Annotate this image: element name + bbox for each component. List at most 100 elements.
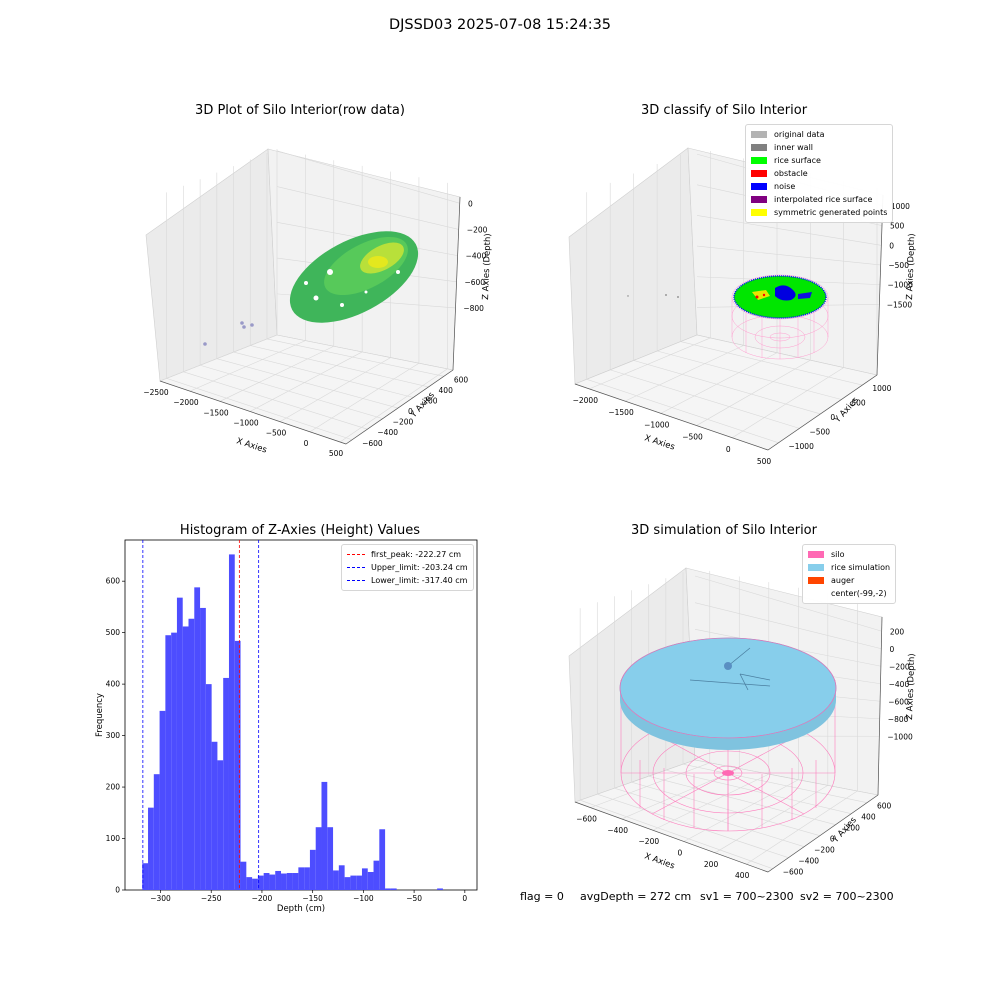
legend-item: interpolated rice surface	[751, 193, 887, 206]
panel1-grid-x	[309, 362, 420, 433]
panel2-z-tick-label: 500	[890, 222, 905, 231]
legend-label: noise	[774, 182, 796, 191]
panel2-obstacle-point	[755, 295, 759, 299]
panel1-x-tick-label: −1500	[203, 408, 229, 417]
panel3-axes: −300 −250 −200 −150 −100 −50 0 0 100 200 300 400 50…	[95, 539, 478, 914]
histogram-y-tick-label: 300	[106, 731, 121, 740]
panel2-silo-wireframe	[731, 274, 829, 360]
panel4-silo-center	[722, 770, 734, 776]
legend-swatch	[751, 209, 767, 216]
panel2-noise-blob-2	[798, 292, 812, 299]
panel1-grid-y	[166, 378, 353, 441]
panel1-z-tick-label: −400	[466, 252, 487, 261]
panel2-title: 3D classify of Silo Interior	[640, 103, 808, 118]
panel1-z-tick-label: 0	[468, 199, 473, 208]
panel4-x-tick-label: 400	[735, 871, 750, 880]
panel4-grid-x	[746, 790, 858, 865]
histogram-bar	[223, 677, 229, 890]
histogram-bar	[217, 760, 224, 890]
histogram-bar	[194, 587, 201, 890]
panel2-x-tick-label: 500	[757, 457, 772, 466]
panel1-surface-gaps	[304, 269, 400, 307]
panel1-grid-z	[276, 186, 459, 230]
panel4-x-tick-label: −600	[576, 815, 597, 824]
panel2-z-tick-label: 1000	[891, 202, 910, 211]
panel2-z-tick-label: −1500	[887, 300, 913, 309]
histogram-bar	[327, 827, 334, 890]
histogram-bar	[315, 827, 322, 890]
footer-sv1: sv1 = 700~2300	[700, 890, 794, 903]
panel2-grid-y	[680, 341, 863, 386]
panel1-x-label: X Axies	[235, 436, 268, 455]
histogram-bar	[182, 626, 189, 890]
histogram-x-label: Depth (cm)	[277, 904, 325, 914]
panel2-grid-x	[624, 345, 744, 402]
panel4-x-tick-label: 0	[678, 849, 683, 858]
legend-label: original data	[774, 130, 825, 139]
histogram-bar	[344, 877, 351, 890]
histogram-x-tick-label: −100	[353, 894, 374, 903]
panel4-z-tick-label: −400	[889, 680, 910, 689]
panel1-grid-x	[339, 368, 448, 443]
histogram-bar	[205, 684, 212, 890]
histogram-y-ticks: 0 100 200 300 400 500 600	[106, 577, 125, 895]
panel1-axes: −2500−2000−1500−1000−5000500−600−400−200…	[143, 148, 493, 458]
panel2-x-tick-label: −2000	[573, 396, 599, 405]
panel2-y-tick-label: −1000	[788, 442, 814, 451]
legend-item: symmetric generated points	[751, 206, 887, 219]
histogram-x-tick-label: −50	[406, 894, 422, 903]
figure-suptitle: DJSSD03 2025-07-08 15:24:35	[388, 17, 612, 33]
legend-swatch	[751, 196, 767, 203]
panel4-grid-x	[652, 773, 769, 831]
histogram-bar	[142, 863, 149, 890]
legend-item: Upper_limit: -203.24 cm	[347, 561, 468, 574]
panel1-noise-points	[203, 321, 254, 346]
panel1-grid-x	[279, 357, 391, 422]
panel1-grid-y	[200, 364, 383, 419]
panel4-x-tick-label: 200	[704, 860, 719, 869]
panel1-z-tick-label: −200	[467, 225, 488, 234]
panel1-grid-x	[249, 351, 363, 412]
panel2-grid-y	[633, 360, 821, 415]
panel1-y-tick-label: 0	[408, 407, 413, 416]
panel2-noise-blob	[775, 285, 796, 301]
panel4-grid-y	[631, 781, 820, 836]
legend-item: auger	[808, 574, 890, 587]
panel2-z-label: Z Axies (Depth)	[905, 233, 917, 300]
histogram-bar	[252, 878, 258, 890]
legend-line	[347, 580, 365, 581]
panel1-z-label: Z Axies (Depth)	[481, 233, 493, 300]
panel2-x-label: X Axies	[643, 433, 676, 452]
histogram-bar	[153, 774, 160, 890]
panel4-grid-y	[648, 775, 836, 825]
histogram-bar	[159, 710, 166, 890]
panel1-x-tick-label: 0	[304, 439, 309, 448]
panel1-title: 3D Plot of Silo Interior(row data)	[195, 103, 405, 118]
histogram-bar	[333, 870, 339, 890]
panel4-z-tick-label: −800	[888, 715, 909, 724]
histogram-bar	[246, 877, 253, 890]
histogram-y-tick-label: 100	[106, 834, 121, 843]
panel4-title: 3D simulation of Silo Interior	[631, 523, 817, 538]
histogram-bar	[281, 873, 287, 890]
legend-label: center(-99,-2)	[831, 589, 887, 598]
legend-item: obstacle	[751, 167, 887, 180]
histogram-reference-lines	[142, 540, 260, 890]
legend-label: interpolated rice surface	[774, 195, 873, 204]
panel4-grid-y	[665, 769, 852, 814]
histogram-bar	[367, 871, 374, 890]
histogram-bar	[309, 849, 316, 890]
panel4-grid-z	[694, 575, 882, 632]
panel4-grid-y	[597, 793, 789, 858]
panel2-grid-z	[696, 245, 881, 266]
panel2-y-axis-line	[767, 374, 878, 451]
histogram-x-ticks: −300 −250 −200 −150 −100 −50 0	[150, 890, 467, 903]
legend-swatch	[751, 170, 767, 177]
panel1-x-tick-label: −2500	[143, 388, 169, 397]
histogram-x-tick-label: −250	[201, 894, 222, 903]
histogram-bar	[350, 875, 357, 890]
histogram-bar	[321, 781, 328, 890]
panel1-grid-x	[159, 334, 278, 382]
legend-label: first_peak: -222.27 cm	[371, 550, 462, 559]
